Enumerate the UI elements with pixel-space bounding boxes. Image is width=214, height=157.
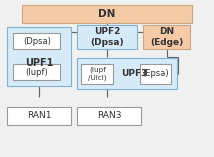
Text: RAN1: RAN1 <box>27 111 51 120</box>
FancyBboxPatch shape <box>77 106 141 125</box>
FancyBboxPatch shape <box>77 25 137 49</box>
FancyBboxPatch shape <box>13 33 60 49</box>
FancyBboxPatch shape <box>82 64 113 84</box>
FancyBboxPatch shape <box>22 5 192 23</box>
Text: UPF2
(Dpsa): UPF2 (Dpsa) <box>90 27 124 47</box>
FancyBboxPatch shape <box>143 25 190 49</box>
Text: DN: DN <box>98 9 116 19</box>
FancyBboxPatch shape <box>7 27 71 86</box>
FancyBboxPatch shape <box>13 65 60 80</box>
Text: UPF1: UPF1 <box>25 58 53 68</box>
Text: UPF3: UPF3 <box>122 69 148 78</box>
Text: DN
(Edge): DN (Edge) <box>150 27 183 47</box>
FancyBboxPatch shape <box>7 106 71 125</box>
Text: (Epsa): (Epsa) <box>142 69 169 78</box>
FancyBboxPatch shape <box>140 64 171 84</box>
Text: (Dpsa): (Dpsa) <box>23 37 51 46</box>
Text: RAN3: RAN3 <box>97 111 121 120</box>
Text: (Iupf
/Ulcl): (Iupf /Ulcl) <box>88 67 107 81</box>
Text: (Iupf): (Iupf) <box>25 68 48 77</box>
FancyBboxPatch shape <box>77 58 177 89</box>
